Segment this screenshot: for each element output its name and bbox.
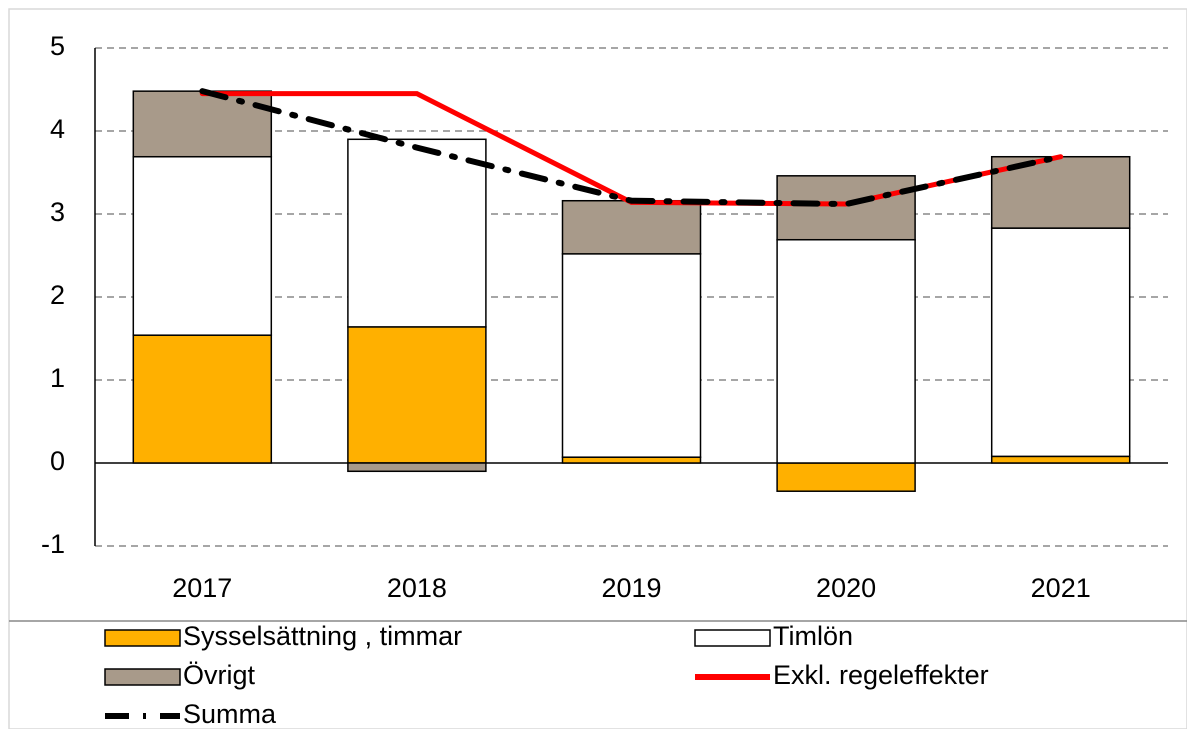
bar bbox=[776, 462, 916, 492]
legend-label: Exkl. regeleffekter bbox=[773, 660, 989, 690]
y-tick-label: 4 bbox=[50, 114, 65, 144]
y-tick-label: 0 bbox=[50, 446, 65, 476]
x-tick-label: 2018 bbox=[387, 573, 447, 603]
bar bbox=[347, 138, 487, 328]
bar bbox=[561, 253, 702, 458]
bar bbox=[132, 155, 273, 336]
x-tick-label: 2017 bbox=[172, 573, 232, 603]
legend-swatch bbox=[104, 668, 181, 686]
bar bbox=[776, 175, 916, 241]
bar bbox=[347, 326, 487, 464]
y-tick-label: 5 bbox=[50, 31, 65, 61]
x-tick-label: 2020 bbox=[816, 573, 876, 603]
y-tick-label: 1 bbox=[50, 363, 65, 393]
legend-label: Timlön bbox=[773, 621, 853, 651]
bar bbox=[561, 199, 702, 255]
y-tick-label: 3 bbox=[50, 197, 65, 227]
y-tick-label: -1 bbox=[41, 529, 65, 559]
y-tick-label: 2 bbox=[50, 280, 65, 310]
legend-label: Summa bbox=[183, 699, 277, 729]
line-series bbox=[199, 88, 1064, 208]
legend-label: Övrigt bbox=[183, 660, 256, 690]
legend-swatch bbox=[694, 629, 771, 647]
bar bbox=[776, 238, 916, 464]
x-tick-label: 2019 bbox=[601, 573, 661, 603]
bar bbox=[132, 334, 273, 464]
bar bbox=[561, 456, 702, 464]
bar bbox=[132, 90, 273, 158]
bar bbox=[990, 227, 1131, 458]
legend-label: Sysselsättning , timmar bbox=[183, 621, 462, 651]
x-tick-label: 2021 bbox=[1031, 573, 1091, 603]
legend-swatch bbox=[104, 629, 181, 647]
bar bbox=[347, 462, 487, 473]
bar bbox=[990, 455, 1131, 464]
